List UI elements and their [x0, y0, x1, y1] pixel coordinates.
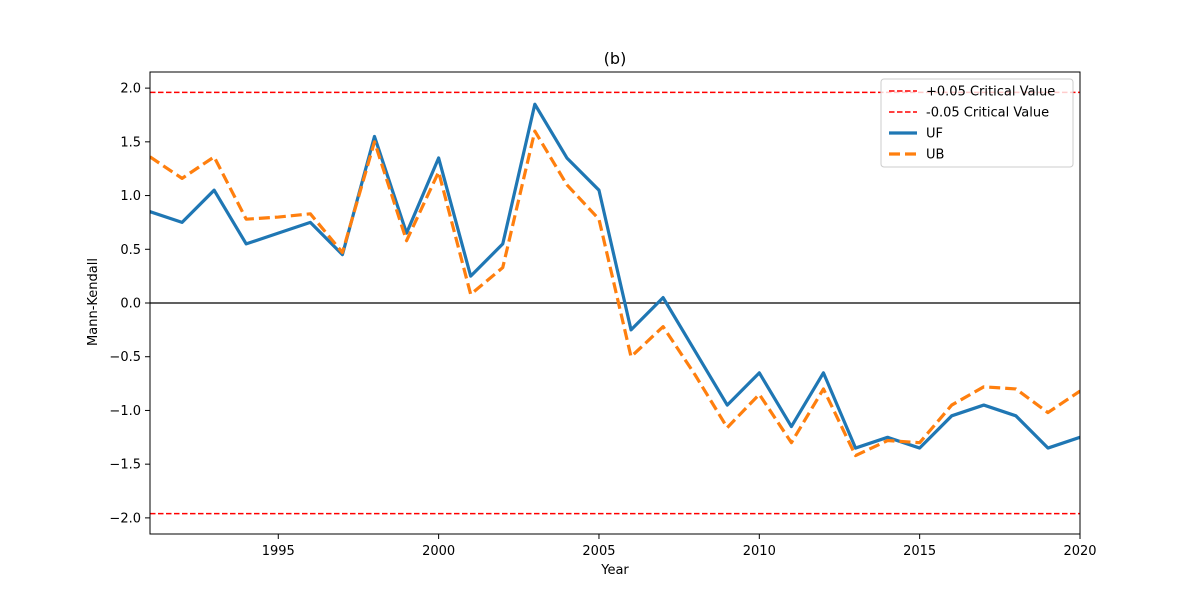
- y-tick-label: 0.0: [120, 297, 141, 312]
- legend-label: +0.05 Critical Value: [926, 85, 1055, 100]
- y-tick-label: −1.5: [109, 458, 141, 473]
- y-tick-label: −2.0: [109, 511, 141, 526]
- legend-label: -0.05 Critical Value: [926, 106, 1049, 121]
- x-tick-label: 2000: [422, 544, 455, 559]
- plot-area: [150, 91, 1080, 515]
- series-line-ub: [150, 129, 1080, 458]
- legend-label: UF: [926, 127, 943, 142]
- legend-box: [880, 78, 1074, 168]
- x-axis-label: Year: [600, 563, 629, 578]
- y-tick-label: 1.5: [120, 135, 141, 150]
- x-tick-label: 1995: [262, 544, 295, 559]
- y-tick-label: −1.0: [109, 404, 141, 419]
- x-tick-label: 2005: [582, 544, 615, 559]
- x-tick-label: 2010: [743, 544, 776, 559]
- y-tick-label: 0.5: [120, 243, 141, 258]
- chart-title: (b): [604, 49, 627, 68]
- y-tick-label: 2.0: [120, 82, 141, 97]
- x-tick-label: 2015: [903, 544, 936, 559]
- legend: +0.05 Critical Value -0.05 Critical Value…: [880, 78, 1074, 168]
- y-tick-label: 1.0: [120, 189, 141, 204]
- y-axis-label: Mann-Kendall: [86, 258, 101, 346]
- series-line-uf: [150, 102, 1080, 450]
- x-tick-label: 2020: [1063, 544, 1096, 559]
- y-tick-label: −0.5: [109, 350, 141, 365]
- legend-label: UB: [926, 148, 944, 163]
